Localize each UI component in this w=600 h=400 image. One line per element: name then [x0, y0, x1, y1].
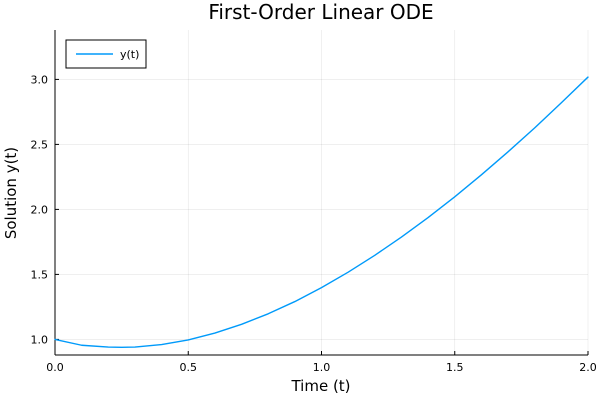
y-tick-label: 1.5 [31, 268, 49, 281]
x-tick-label: 1.5 [446, 361, 464, 374]
tick-label-layer: 0.0 0.5 1.0 1.5 2.0 1.0 1.5 2.0 2.5 3.0 [31, 73, 597, 374]
legend: y(t) [65, 39, 147, 69]
series-line-y [54, 76, 589, 349]
y-tick-label: 3.0 [31, 73, 49, 86]
legend-entry-y: y(t) [120, 48, 139, 61]
x-tick-label: 0.5 [180, 361, 198, 374]
grid-layer [54, 30, 589, 355]
chart-title: First-Order Linear ODE [208, 0, 433, 24]
x-axis-label: Time (t) [290, 377, 350, 395]
y-tick-label: 2.5 [31, 138, 49, 151]
y-axis-label: Solution y(t) [2, 147, 20, 239]
y-tick-label: 1.0 [31, 333, 49, 346]
series-layer [54, 76, 589, 349]
y-tick-label: 2.0 [31, 203, 49, 216]
x-tick-label: 0.0 [46, 361, 64, 374]
x-tick-label: 2.0 [579, 361, 597, 374]
axis-layer [54, 30, 589, 356]
x-tick-label: 1.0 [313, 361, 331, 374]
